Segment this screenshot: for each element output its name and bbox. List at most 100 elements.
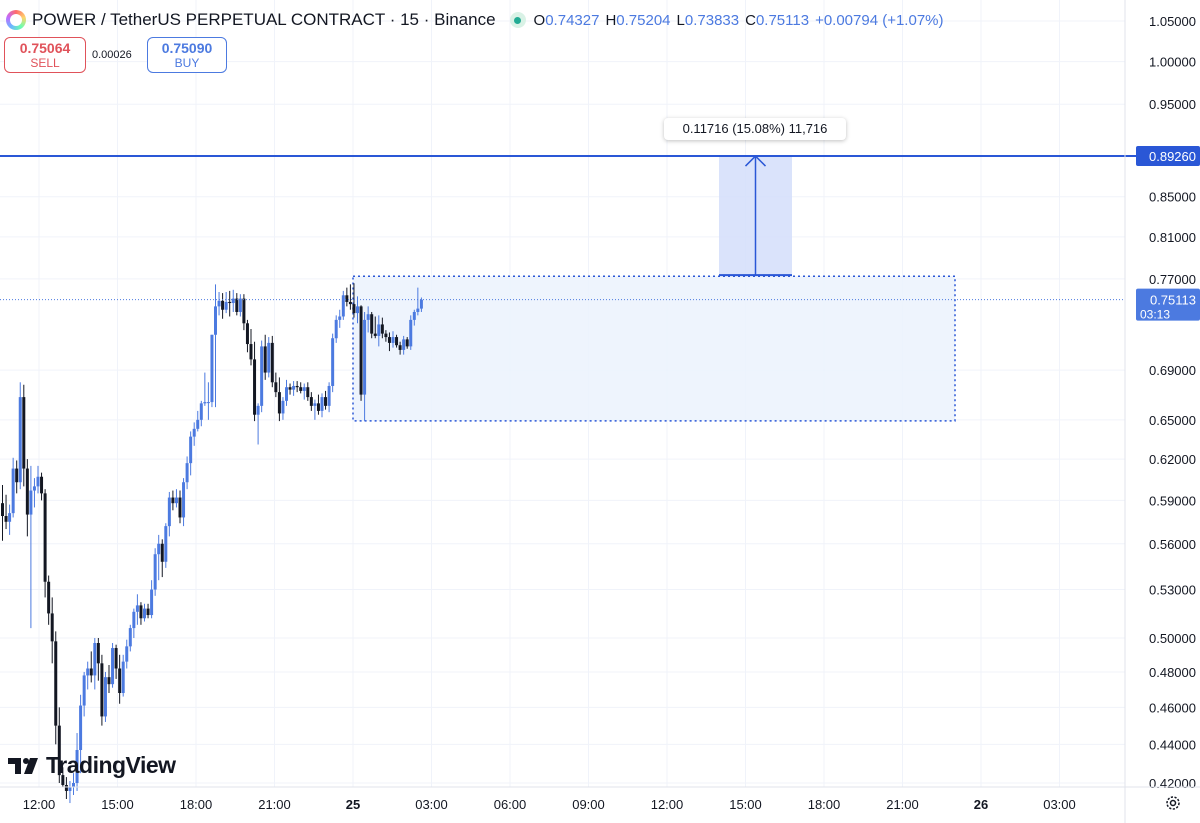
candle-body [391, 337, 395, 343]
candle-body [285, 387, 288, 401]
candle-body [267, 342, 271, 373]
candle-body [295, 385, 299, 388]
candle-body [331, 338, 335, 386]
buy-price: 0.75090 [161, 40, 213, 56]
market-open-icon [509, 12, 526, 28]
candle-body [103, 677, 107, 717]
candle-body [82, 675, 86, 706]
spread-value: 0.00026 [92, 49, 132, 61]
time-tick-label: 18:00 [180, 797, 213, 812]
candle-body [1, 503, 4, 517]
candle-body [72, 783, 75, 787]
candle-body [68, 786, 72, 791]
close-value: 0.75113 [755, 11, 810, 29]
candle-body [111, 648, 115, 685]
candle-body [167, 497, 171, 527]
time-tick-label: 15:00 [101, 797, 134, 812]
candle-body [4, 516, 8, 522]
sell-button[interactable]: 0.75064 SELL [4, 37, 86, 73]
candle-body [419, 299, 423, 309]
candle-body [412, 311, 416, 320]
candle-body [43, 493, 47, 582]
sell-label: SELL [30, 56, 60, 70]
symbol-title[interactable]: POWER / TetherUS PERPETUAL CONTRACT · 15… [32, 10, 496, 29]
candle-body [366, 314, 370, 320]
candle-body [132, 611, 136, 629]
price-range-measure[interactable] [719, 154, 792, 277]
measure-label: 0.11716 (15.08%) 11,716 [664, 118, 846, 140]
candle-body [135, 605, 139, 612]
candle-body [256, 405, 260, 415]
candle-body [249, 344, 253, 360]
candle-body [316, 403, 320, 411]
tradingview-logo[interactable]: TradingView [8, 752, 176, 779]
candle-body [380, 324, 384, 334]
candle-body [64, 784, 68, 791]
candle-body [224, 301, 228, 310]
price-tick-label: 0.81000 [1149, 230, 1196, 245]
time-tick-label: 21:00 [886, 797, 919, 812]
candle-body [50, 613, 54, 642]
candle-body [306, 387, 310, 398]
candle-body [327, 385, 331, 406]
candle-body [185, 463, 189, 483]
horizontal-line[interactable]: 0.89260 [0, 146, 1200, 167]
settings-gear-icon[interactable] [1164, 794, 1182, 812]
candle-body [89, 668, 93, 676]
candle-body [260, 346, 264, 406]
candle-body [22, 397, 26, 469]
candle-body [405, 339, 409, 347]
candle-body [221, 300, 225, 310]
candle-body [157, 543, 161, 555]
candle-body [345, 295, 349, 302]
candle-body [359, 306, 363, 395]
candle-body [100, 663, 104, 717]
time-axis[interactable]: 12:00 15:00 18:00 21:00 25 03:00 06:00 09:00 12:… [0, 786, 1200, 812]
time-tick-label: 18:00 [808, 797, 841, 812]
candle-body [402, 339, 406, 350]
candle-body [8, 513, 12, 522]
candle-body [398, 345, 402, 350]
candle-body [214, 306, 217, 335]
price-tick-label: 0.56000 [1149, 537, 1196, 552]
time-tick-label: 21:00 [258, 797, 291, 812]
candle-body [299, 387, 303, 391]
candle-body [121, 661, 125, 694]
price-tick-label: 0.42000 [1149, 776, 1196, 791]
candle-body [395, 337, 399, 346]
candle-body [334, 319, 338, 339]
candle-body [25, 468, 29, 515]
chart-header: POWER / TetherUS PERPETUAL CONTRACT · 15… [0, 8, 944, 32]
candle-body [348, 301, 352, 305]
candle-body [171, 497, 175, 504]
candle-body [96, 643, 100, 664]
high-value: 0.75204 [616, 11, 671, 29]
candle-body [228, 301, 232, 304]
price-tick-label: 0.44000 [1149, 737, 1196, 752]
price-axis[interactable]: 1.05000 1.00000 0.95000 0.85000 0.81000 0.770… [1124, 0, 1200, 823]
candle-body [384, 333, 388, 338]
price-change: +0.00794 (+1.07%) [815, 11, 944, 29]
candle-body [128, 628, 132, 647]
candle-body [107, 677, 111, 685]
price-tick-label: 0.62000 [1149, 452, 1196, 467]
current-price-label: 0.75113 [1150, 293, 1196, 308]
candle-body [114, 648, 118, 669]
candle-body [416, 308, 420, 312]
low-label: L [676, 11, 685, 29]
candle-body [274, 382, 278, 393]
buy-button[interactable]: 0.75090 BUY [147, 37, 227, 73]
candle-body [206, 402, 210, 404]
time-tick-label: 12:00 [651, 797, 684, 812]
price-range-box[interactable] [352, 275, 956, 422]
candle-body [11, 468, 15, 514]
price-tick-label: 0.53000 [1149, 583, 1196, 598]
price-tick-label: 1.00000 [1149, 55, 1196, 70]
candle-body [199, 403, 203, 420]
candle-body [313, 403, 317, 406]
candle-body [238, 298, 242, 312]
candle-body [36, 476, 40, 487]
current-price-tag [1136, 288, 1200, 321]
time-tick-label: 06:00 [494, 797, 527, 812]
